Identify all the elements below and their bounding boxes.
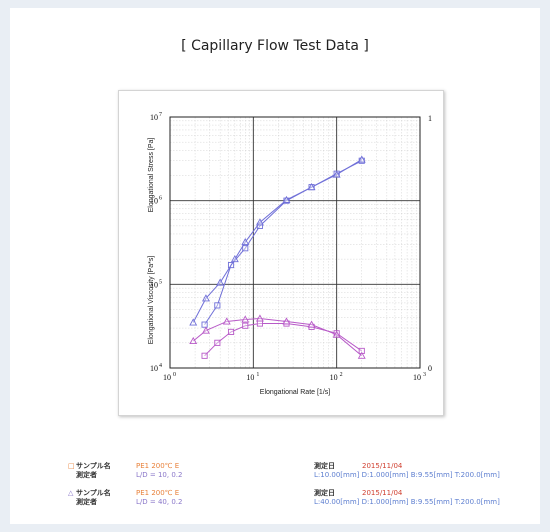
measurer-label: 測定者 [76, 498, 97, 506]
series-line [192, 318, 363, 357]
triangle-data-point [189, 318, 198, 326]
spec-value: L:10.00[mm] D:1.000[mm] B:9.55[mm] T:200… [314, 471, 500, 479]
series-line [204, 160, 362, 325]
triangle-data-point [357, 155, 366, 163]
square-data-point [358, 347, 365, 354]
square-data-point [242, 245, 249, 252]
triangle-data-point [332, 330, 341, 338]
date-label: 測定日 [314, 462, 335, 470]
triangle-data-point [307, 320, 316, 328]
y-axis-label-viscosity: Elongational Viscosity [Pa*s] [148, 256, 155, 345]
square-marker-icon: □ [68, 462, 75, 470]
square-data-point [256, 320, 263, 327]
legend-row-1: □サンプル名 [68, 462, 111, 471]
series-line [192, 159, 363, 323]
x-tick-exponent: 0 [173, 372, 176, 378]
x-tick-label: 10 [246, 373, 254, 382]
y-tick-label: 10 [150, 113, 158, 122]
chart-frame [118, 90, 444, 416]
sample-name-label: サンプル名 [76, 462, 111, 470]
x-axis-label: Elongational Rate [1/s] [260, 389, 330, 396]
triangle-data-point [332, 170, 341, 178]
square-data-point [201, 321, 208, 328]
triangle-data-point [282, 317, 291, 325]
square-data-point [214, 339, 221, 346]
y-tick-exponent: 7 [159, 112, 162, 118]
x-tick-label: 10 [413, 373, 421, 382]
legend-row-2: △ サンプル名 [68, 489, 111, 498]
y-tick-exponent: 6 [159, 196, 162, 202]
ld-value: L/D = 10, 0.2 [136, 471, 183, 479]
triangle-marker-icon: △ [68, 489, 74, 497]
square-data-point [227, 328, 235, 335]
plot-border [169, 116, 421, 369]
y-tick-exponent: 5 [159, 279, 162, 285]
y-tick-label: 10 [150, 364, 158, 373]
spec-value: L:40.00[mm] D:1.000[mm] B:9.55[mm] T:200… [314, 498, 500, 506]
measurer-label: 測定者 [76, 471, 97, 479]
ld-value: L/D = 40, 0.2 [136, 498, 183, 506]
triangle-data-point [357, 351, 366, 359]
sample-value: PE1 200℃ E [136, 489, 180, 497]
y-tick-label: 10 [150, 280, 158, 289]
right-tick-label: 0 [428, 364, 432, 373]
triangle-data-point [307, 183, 316, 191]
square-data-point [242, 322, 249, 329]
y-tick-label: 10 [150, 197, 158, 206]
square-data-point [214, 302, 221, 309]
x-tick-label: 10 [163, 373, 171, 382]
date-label: 測定日 [314, 489, 335, 497]
y-tick-exponent: 4 [159, 363, 162, 369]
triangle-data-point [241, 315, 250, 323]
triangle-data-point [201, 326, 210, 334]
triangle-data-point [222, 317, 231, 325]
triangle-data-point [230, 255, 239, 263]
x-tick-label: 10 [330, 373, 338, 382]
x-tick-exponent: 1 [256, 372, 259, 378]
x-tick-exponent: 3 [423, 372, 426, 378]
sample-name-label: サンプル名 [76, 489, 111, 497]
triangle-data-point [255, 218, 264, 226]
x-tick-exponent: 2 [340, 372, 343, 378]
sample-value: PE1 200℃ E [136, 462, 180, 470]
triangle-data-point [241, 237, 250, 246]
chart-title: [ Capillary Flow Test Data ] [181, 38, 369, 54]
triangle-data-point [282, 195, 291, 203]
triangle-data-point [201, 294, 210, 302]
triangle-data-point [189, 336, 198, 345]
major-grid [170, 117, 420, 368]
date-value: 2015/11/04 [362, 462, 403, 470]
series-layer [189, 155, 366, 359]
minor-grid [170, 117, 420, 368]
triangle-data-point [255, 314, 264, 322]
date-value: 2015/11/04 [362, 489, 403, 497]
y-axis-label-stress: Elongational Stress [Pa] [148, 138, 155, 213]
right-tick-label: 1 [428, 114, 432, 123]
square-data-point [201, 352, 208, 359]
triangle-data-point [216, 278, 225, 286]
